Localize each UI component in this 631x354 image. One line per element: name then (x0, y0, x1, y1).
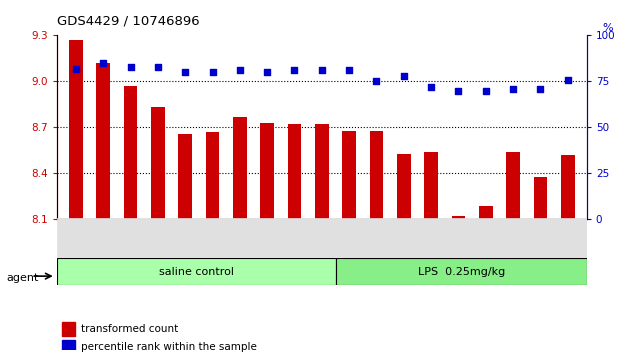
Bar (288, 124, 302, 219)
Bar (479, 206, 493, 219)
Point (235, 68, 245, 73)
Bar (534, 177, 547, 219)
Point (535, 86, 545, 92)
Bar (392, 218, 420, 258)
Bar (475, 218, 503, 258)
Bar (57, 218, 85, 258)
Text: GDS4429 / 10746896: GDS4429 / 10746896 (57, 14, 199, 27)
Bar (308, 218, 336, 258)
Bar (420, 218, 447, 258)
Point (71, 66, 81, 72)
Bar (315, 124, 329, 219)
Point (317, 68, 327, 73)
Bar (112, 218, 141, 258)
Text: transformed count: transformed count (81, 324, 178, 334)
Bar (233, 117, 247, 219)
Bar (506, 152, 520, 219)
Bar (69, 40, 83, 219)
Bar (168, 218, 196, 258)
Bar (424, 152, 438, 219)
Point (399, 73, 409, 79)
Bar (85, 218, 112, 258)
Bar (124, 86, 138, 219)
FancyBboxPatch shape (336, 258, 587, 285)
Bar (62, 322, 75, 336)
Point (481, 88, 491, 93)
Bar (97, 63, 110, 219)
Bar (336, 218, 363, 258)
Bar (561, 155, 575, 219)
Point (508, 86, 518, 92)
Text: agent: agent (6, 273, 38, 283)
Point (453, 88, 463, 93)
Bar (447, 218, 475, 258)
Bar (280, 218, 308, 258)
Point (344, 68, 354, 73)
Bar (179, 133, 192, 219)
Point (208, 69, 218, 75)
FancyBboxPatch shape (57, 258, 336, 285)
Bar (206, 132, 220, 219)
Bar (62, 340, 75, 354)
Bar (397, 154, 411, 219)
Bar (141, 218, 168, 258)
Point (290, 68, 300, 73)
Point (153, 64, 163, 69)
Bar (196, 218, 224, 258)
Point (180, 69, 191, 75)
Bar (342, 131, 356, 219)
Bar (559, 218, 587, 258)
Bar (363, 218, 392, 258)
Bar (252, 218, 280, 258)
Bar (151, 108, 165, 219)
Bar (370, 131, 383, 219)
Text: %: % (603, 23, 613, 33)
Point (426, 84, 436, 90)
Point (126, 64, 136, 69)
Text: saline control: saline control (159, 267, 233, 277)
Bar (452, 216, 465, 219)
Bar (531, 218, 559, 258)
Text: percentile rank within the sample: percentile rank within the sample (81, 342, 257, 352)
Bar (503, 218, 531, 258)
Point (262, 69, 272, 75)
Bar (261, 123, 274, 219)
Point (563, 77, 573, 82)
Text: LPS  0.25mg/kg: LPS 0.25mg/kg (418, 267, 505, 277)
Point (372, 79, 382, 84)
Point (98, 60, 109, 66)
Bar (224, 218, 252, 258)
